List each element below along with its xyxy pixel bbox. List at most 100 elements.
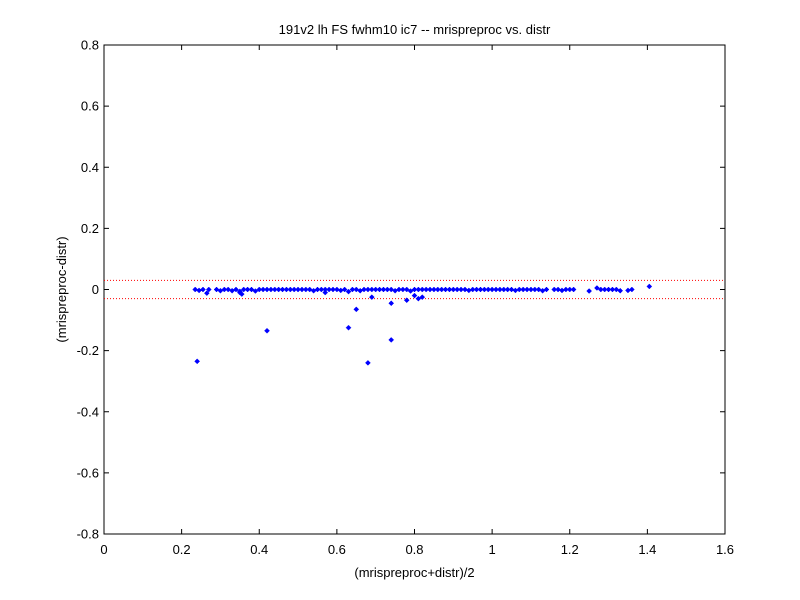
data-point <box>291 286 298 293</box>
data-point <box>594 285 600 291</box>
data-point <box>400 286 406 293</box>
y-axis-label: (mrispreproc-distr) <box>54 236 69 342</box>
data-point <box>203 290 210 297</box>
data-point <box>500 286 507 293</box>
data-point <box>524 286 530 293</box>
data-point <box>415 295 422 302</box>
data-point <box>601 286 608 293</box>
y-tick-label: -0.2 <box>77 343 99 358</box>
data-point <box>283 286 290 293</box>
data-point <box>628 286 635 293</box>
data-point <box>411 286 418 293</box>
data-point <box>403 286 410 293</box>
x-tick-label: 0.6 <box>328 542 346 557</box>
data-point <box>264 286 270 293</box>
data-point <box>411 292 418 299</box>
data-point <box>275 286 282 293</box>
data-point <box>605 286 612 293</box>
data-point <box>248 286 255 293</box>
data-point <box>481 286 488 293</box>
data-point <box>489 286 495 293</box>
x-tick-label: 1.2 <box>561 542 579 557</box>
data-point <box>236 289 243 296</box>
data-point <box>345 324 352 331</box>
data-point <box>295 286 301 293</box>
data-point <box>555 286 561 293</box>
data-point <box>221 286 228 293</box>
data-points <box>192 283 653 366</box>
data-point <box>427 286 433 293</box>
data-point <box>504 286 511 293</box>
data-point <box>516 286 523 293</box>
data-point <box>256 286 263 293</box>
x-tick-label: 0.2 <box>173 542 191 557</box>
data-point <box>477 286 484 293</box>
data-point <box>531 286 538 293</box>
data-point <box>403 297 410 304</box>
x-tick-label: 0.4 <box>250 542 268 557</box>
x-tick-label: 0.8 <box>405 542 423 557</box>
data-point <box>334 286 340 293</box>
data-point <box>566 286 573 293</box>
y-tick-label: -0.6 <box>77 465 99 480</box>
x-tick-label: 1.4 <box>638 542 656 557</box>
data-point <box>570 286 577 293</box>
data-point <box>252 288 259 294</box>
data-point <box>200 286 206 293</box>
data-point <box>287 286 294 293</box>
data-point <box>434 286 441 293</box>
x-tick-label: 1.6 <box>716 542 734 557</box>
data-point <box>462 286 468 293</box>
data-point <box>192 286 199 293</box>
data-point <box>419 286 426 293</box>
data-point <box>372 286 379 293</box>
data-point <box>646 283 653 290</box>
data-point <box>330 286 336 293</box>
data-point <box>586 288 593 294</box>
data-point <box>368 286 375 293</box>
data-point <box>563 286 569 293</box>
y-tick-label: -0.8 <box>77 527 99 542</box>
x-axis-label: (mrispreproc+distr)/2 <box>354 565 474 580</box>
data-point <box>260 286 266 293</box>
data-point <box>520 286 527 293</box>
x-tick-label: 0 <box>100 542 107 557</box>
data-point <box>388 337 395 343</box>
data-point <box>368 294 375 300</box>
data-point <box>415 286 422 293</box>
data-point <box>485 286 492 293</box>
data-point <box>326 286 332 293</box>
data-point <box>380 286 387 293</box>
data-point <box>508 286 515 293</box>
data-point <box>469 286 476 293</box>
data-point <box>419 294 426 300</box>
data-point <box>365 286 371 293</box>
data-point <box>497 286 503 293</box>
axis-ticks <box>103 44 726 535</box>
data-point <box>194 358 201 365</box>
y-tick-label: 0.4 <box>81 160 99 175</box>
y-tick-label: 0 <box>92 282 99 297</box>
data-point <box>543 286 550 293</box>
data-point <box>322 289 329 296</box>
data-point <box>473 286 480 293</box>
data-point <box>376 286 383 293</box>
data-point <box>551 286 558 293</box>
data-point <box>361 286 367 293</box>
data-point <box>349 286 356 293</box>
data-point <box>244 286 251 293</box>
data-point <box>388 300 395 307</box>
y-tick-label: 0.8 <box>81 38 99 53</box>
data-point <box>617 287 624 294</box>
data-point <box>450 286 457 293</box>
y-tick-label: 0.6 <box>81 99 99 114</box>
data-point <box>299 286 305 293</box>
data-point <box>268 286 274 293</box>
data-point <box>318 286 325 293</box>
x-tick-label: 1 <box>489 542 496 557</box>
y-tick-labels: -0.8 -0.6 -0.4 -0.2 0 0.2 0.4 0.6 0.8 <box>77 38 99 542</box>
y-tick-label: 0.2 <box>81 221 99 236</box>
data-point <box>205 286 212 293</box>
data-point <box>271 286 278 293</box>
x-tick-labels: 0 0.2 0.4 0.6 0.8 1 1.2 1.4 1.6 <box>100 542 734 557</box>
